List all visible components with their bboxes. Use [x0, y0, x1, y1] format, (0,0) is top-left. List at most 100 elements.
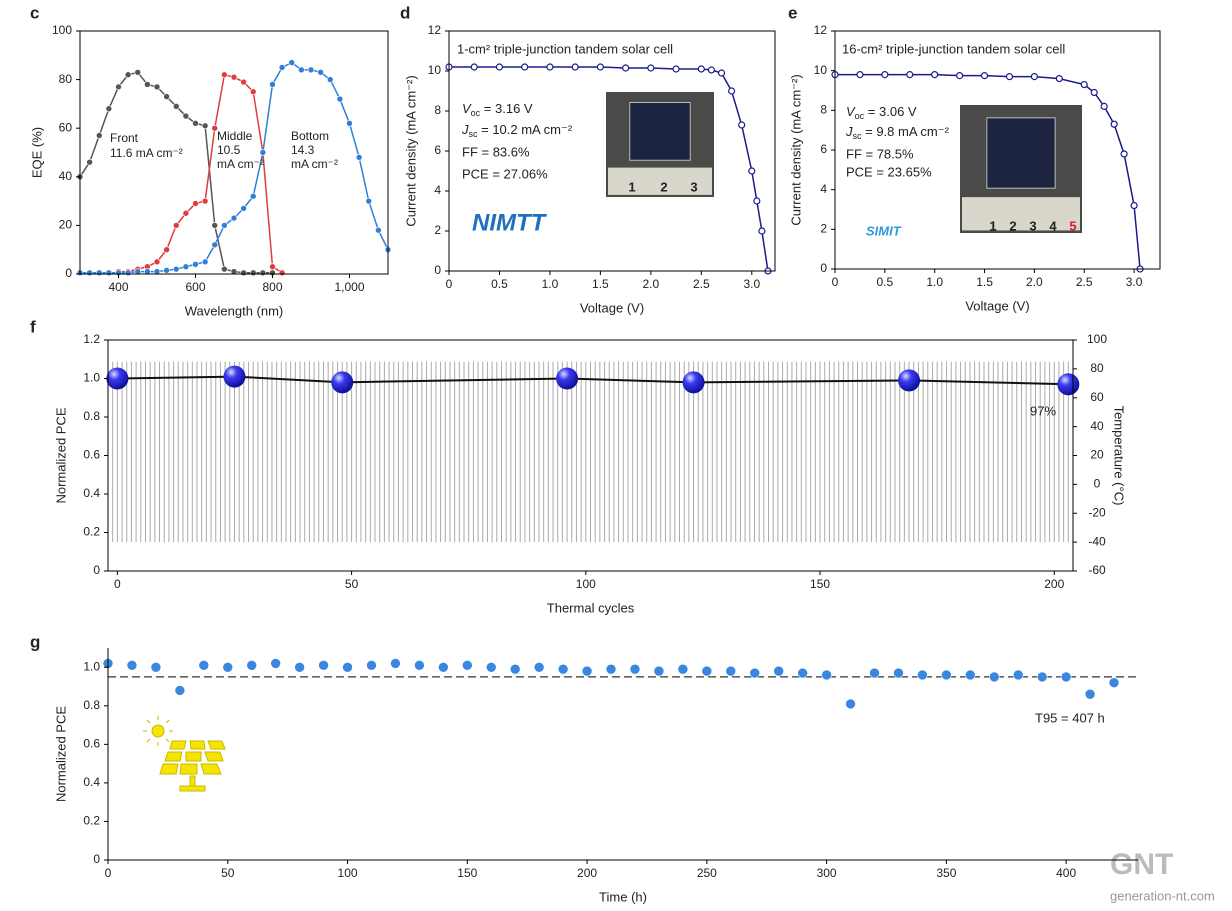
data-point: [1100, 102, 1108, 110]
ruler-label: 4: [1049, 218, 1057, 233]
data-point: [331, 371, 354, 394]
y-tick-label: 12: [428, 23, 442, 37]
data-point: [869, 667, 880, 679]
annotation: 97%: [1030, 403, 1056, 418]
data-point: [753, 197, 761, 205]
annotation: 10.5: [217, 143, 241, 157]
data-point: [182, 263, 190, 271]
x-tick-label: 2.0: [643, 277, 660, 291]
plot-frame: [79, 30, 389, 275]
inset-ruler: [962, 197, 1080, 231]
x-axis-label: Thermal cycles: [547, 600, 635, 615]
annotation: mA cm⁻²: [217, 157, 264, 171]
annotation: FF = 78.5%: [846, 146, 914, 161]
x-tick-label: 150: [457, 866, 477, 880]
annotation: Bottom: [291, 129, 329, 143]
solar-icon: [143, 716, 226, 792]
data-point: [906, 71, 914, 79]
data-point: [144, 268, 151, 275]
data-point: [546, 63, 554, 71]
y-axis-label: Normalized PCE: [53, 706, 68, 802]
x-tick-label: 200: [1044, 577, 1064, 591]
x-tick-label: 400: [1056, 866, 1076, 880]
data-point: [980, 72, 989, 80]
data-point: [294, 661, 305, 673]
inset-ruler: [608, 167, 712, 195]
x-tick-label: 2.5: [1076, 275, 1093, 289]
data-point: [153, 258, 161, 266]
ruler-label: 2: [1009, 218, 1016, 233]
data-point: [211, 241, 219, 249]
data-point: [134, 268, 142, 275]
ruler-label: 5: [1069, 218, 1076, 233]
data-point: [182, 209, 190, 217]
x-tick-label: 150: [810, 577, 830, 591]
annotation: Jsc = 9.8 mA cm⁻²: [845, 124, 950, 141]
data-point: [571, 63, 579, 71]
annotation-text: = 10.2 mA cm⁻²: [478, 122, 573, 137]
x-tick-label: 0.5: [877, 275, 894, 289]
y-tick-label: 8: [434, 103, 441, 117]
data-point: [672, 65, 680, 73]
y-axis-label: Normalized PCE: [53, 407, 68, 503]
data-point: [622, 64, 630, 72]
data-point: [390, 658, 401, 669]
data-point: [307, 66, 315, 74]
y-tick-label: 100: [52, 23, 72, 37]
y-axis-label: Current density (mA cm⁻²): [403, 75, 418, 226]
data-point: [438, 661, 449, 673]
data-point: [240, 205, 247, 212]
annotation-text: = 9.8 mA cm⁻²: [862, 124, 950, 139]
data-point: [845, 698, 856, 710]
annotation: mA cm⁻²: [291, 157, 338, 171]
x-tick-label: 0: [105, 866, 112, 880]
panel-letter: c: [30, 3, 39, 22]
y-tick-label: 60: [59, 120, 73, 134]
data-point: [470, 63, 478, 71]
data-point: [192, 120, 199, 127]
data-point: [124, 71, 132, 79]
y2-tick-label: 40: [1090, 419, 1104, 433]
data-point: [221, 71, 228, 79]
annotation-symbol: V: [846, 104, 856, 119]
x-axis-label: Time (h): [599, 889, 647, 904]
chart-title: 1-cm² triple-junction tandem solar cell: [457, 41, 673, 56]
data-point: [150, 661, 162, 673]
x-tick-label: 3.0: [743, 277, 760, 291]
y-tick-label: 0.6: [83, 737, 100, 751]
data-point: [153, 83, 161, 91]
logo: NIMTT: [472, 209, 548, 236]
ruler-label: 1: [989, 218, 996, 233]
y2-tick-label: 60: [1090, 390, 1104, 404]
data-point: [192, 200, 199, 207]
data-point: [192, 260, 199, 268]
data-point: [144, 81, 151, 88]
annotation: Voc = 3.06 V: [846, 104, 917, 121]
y-axis-label: Current density (mA cm⁻²): [788, 74, 803, 225]
data-point: [941, 669, 952, 681]
x-tick-label: 600: [185, 280, 205, 294]
x-tick-label: 100: [576, 577, 596, 591]
data-point: [581, 665, 593, 677]
y2-tick-label: 100: [1087, 332, 1107, 346]
data-point: [317, 69, 324, 76]
y2-tick-label: -40: [1088, 534, 1106, 548]
y-tick-label: 0.2: [83, 525, 100, 539]
x-tick-label: 1.5: [592, 277, 609, 291]
data-point: [725, 665, 737, 677]
panel-letter: d: [400, 3, 410, 22]
data-point: [697, 65, 705, 73]
data-point: [126, 660, 138, 671]
data-point: [707, 66, 716, 74]
annotation: FF = 83.6%: [462, 144, 530, 159]
data-point: [1090, 88, 1098, 97]
annotation: 14.3: [291, 143, 315, 157]
data-point: [773, 665, 784, 677]
data-point: [86, 269, 93, 277]
data-point: [653, 665, 665, 677]
data-point: [95, 132, 103, 139]
data-point: [797, 667, 808, 679]
data-point: [1057, 373, 1080, 396]
data-point: [1055, 74, 1063, 83]
data-point: [163, 246, 170, 253]
